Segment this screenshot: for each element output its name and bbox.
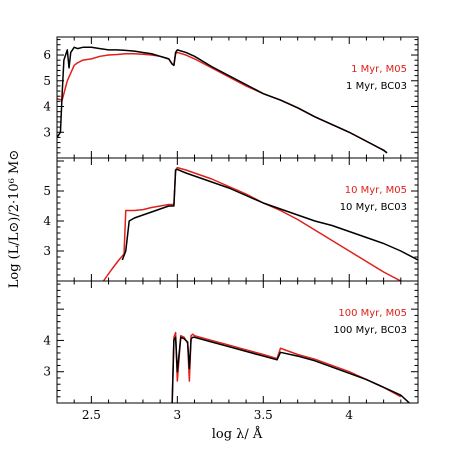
panel-3: 3 4 100 Myr, M05 100 Myr, BC03 (43, 280, 419, 404)
series-group (171, 331, 410, 403)
series-line-bc03 (121, 168, 418, 261)
legend-entry-m05: 1 Myr, M05 (351, 64, 407, 75)
panels-layer: 3 4 5 6 1 Myr, M05 1 Myr, BC03 3 4 5 10 Myr, M05 1… (43, 36, 419, 422)
series-line-bc03 (57, 46, 388, 154)
y-axis-label: Log (L/L⊙)/2·10⁶ M⊙ (7, 150, 22, 288)
y-tick-label: 4 (43, 214, 51, 228)
series-group (102, 166, 418, 281)
series-line-m05 (171, 331, 402, 403)
legend-entry-bc03: 1 Myr, BC03 (346, 81, 407, 92)
y-tick-label: 3 (43, 365, 51, 379)
legend-entry-bc03: 100 Myr, BC03 (333, 325, 407, 336)
y-tick-label: 3 (43, 244, 51, 258)
series-line-m05 (57, 51, 388, 154)
x-tick-label: 2.5 (82, 408, 101, 422)
y-tick-label: 5 (43, 184, 51, 198)
x-axis-label: log λ/ Å (212, 426, 263, 442)
x-tick-label: 3.5 (254, 408, 273, 422)
series-line-bc03 (171, 336, 410, 403)
x-tick-label: 3 (174, 408, 182, 422)
series-group (57, 46, 388, 154)
panel-2: 3 4 5 10 Myr, M05 10 Myr, BC03 (43, 157, 419, 282)
panel-frame (56, 157, 419, 282)
y-tick-label: 6 (43, 48, 51, 62)
y-tick-label: 3 (43, 125, 51, 139)
legend-entry-m05: 100 Myr, M05 (338, 308, 407, 319)
y-tick-label: 4 (43, 333, 51, 347)
y-tick-label: 5 (43, 74, 51, 88)
y-tick-label: 4 (43, 100, 51, 114)
legend-entry-m05: 10 Myr, M05 (345, 185, 407, 196)
x-tick-label: 4 (345, 408, 353, 422)
panel-frame (56, 280, 419, 404)
series-line-m05 (102, 166, 402, 281)
panel-1: 3 4 5 6 1 Myr, M05 1 Myr, BC03 (43, 36, 419, 159)
legend-entry-bc03: 10 Myr, BC03 (340, 202, 407, 213)
